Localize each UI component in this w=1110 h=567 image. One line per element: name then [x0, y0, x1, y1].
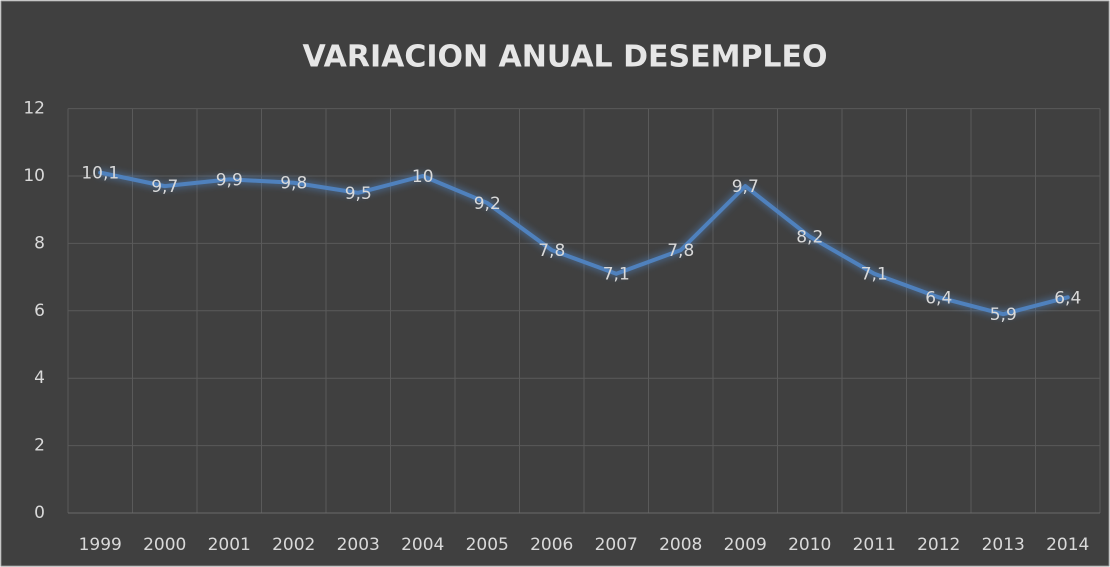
x-tick-label: 2008 [659, 535, 702, 555]
x-tick-label: 2007 [595, 535, 638, 555]
data-label: 9,8 [280, 174, 307, 194]
x-tick-label: 2002 [272, 535, 315, 555]
data-label: 6,4 [925, 288, 952, 308]
y-tick-label: 8 [34, 233, 45, 253]
chart-title: VARIACION ANUAL DESEMPLEO [302, 40, 827, 75]
data-label: 9,2 [474, 194, 501, 214]
data-label: 5,9 [990, 305, 1017, 325]
x-tick-label: 2004 [401, 535, 444, 555]
y-tick-label: 4 [34, 368, 45, 388]
x-tick-label: 2006 [530, 535, 573, 555]
x-tick-label: 1999 [79, 535, 122, 555]
x-tick-label: 2003 [337, 535, 380, 555]
data-label: 7,1 [861, 265, 888, 285]
x-tick-label: 2014 [1046, 535, 1089, 555]
data-label: 7,1 [603, 265, 630, 285]
x-tick-label: 2013 [982, 535, 1025, 555]
data-label: 10 [412, 167, 434, 187]
y-tick-label: 12 [23, 99, 45, 119]
y-tick-label: 2 [34, 436, 45, 456]
y-tick-label: 6 [34, 301, 45, 321]
data-label: 7,8 [538, 241, 565, 261]
data-label: 8,2 [796, 228, 823, 248]
x-tick-label: 2011 [853, 535, 896, 555]
x-tick-label: 2001 [208, 535, 251, 555]
y-tick-label: 10 [23, 166, 45, 186]
data-line [98, 170, 1070, 317]
data-label: 7,8 [667, 241, 694, 261]
data-label: 9,5 [345, 184, 372, 204]
x-tick-label: 2000 [143, 535, 186, 555]
data-label: 6,4 [1054, 288, 1081, 308]
x-tick-label: 2012 [917, 535, 960, 555]
data-label: 9,7 [151, 177, 178, 197]
y-tick-label: 0 [34, 503, 45, 523]
data-label: 9,9 [216, 170, 243, 190]
x-tick-label: 2010 [788, 535, 831, 555]
x-tick-label: 2009 [724, 535, 767, 555]
data-label: 10,1 [81, 164, 119, 184]
data-label: 9,7 [732, 177, 759, 197]
x-tick-label: 2005 [466, 535, 509, 555]
